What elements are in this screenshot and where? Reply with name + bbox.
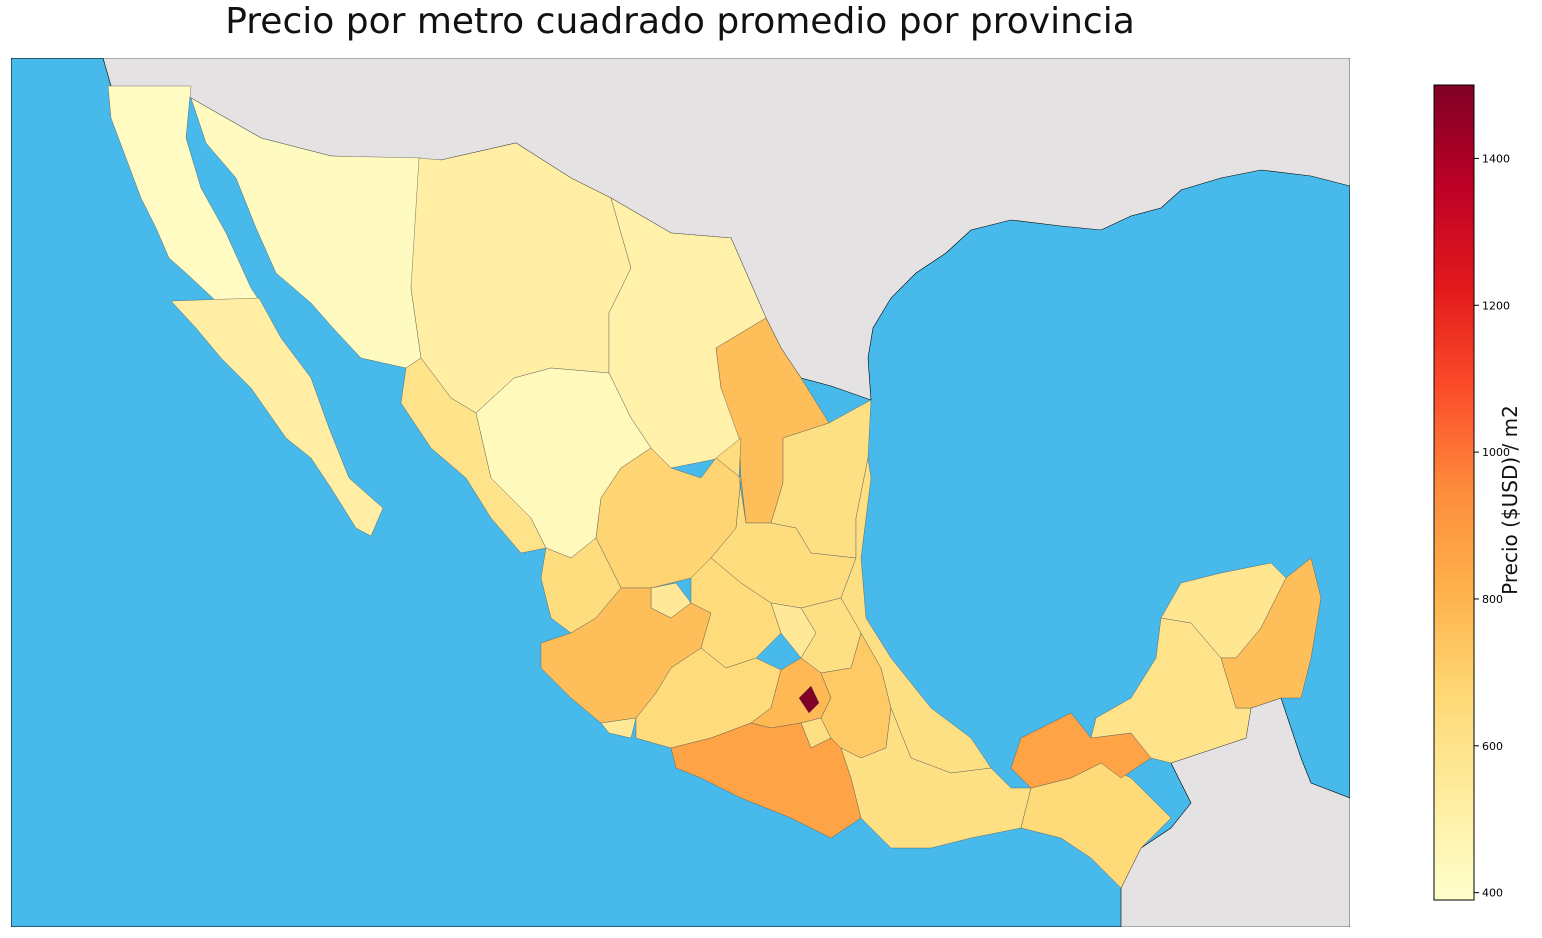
colorbar-tick-label: 1400 <box>1482 152 1510 165</box>
colorbar-tick-label: 600 <box>1482 740 1503 753</box>
colorbar-ticks: 400 600 800 1000 1200 1400 <box>1474 152 1510 900</box>
colorbar-tick-label: 800 <box>1482 593 1503 606</box>
map-title: Precio por metro cuadrado promedio por p… <box>225 1 1135 42</box>
colorbar-tick-label: 1000 <box>1482 446 1510 459</box>
state-tabasco <box>1010 712 1152 789</box>
colorbar: 400 600 800 1000 1200 1400 <box>1433 84 1510 901</box>
state-colima <box>600 717 637 739</box>
state-oaxaca <box>840 707 1032 849</box>
colorbar-gradient <box>1433 84 1475 901</box>
colorbar-tick-label: 400 <box>1482 887 1503 900</box>
state-quintana-roo <box>1220 557 1322 709</box>
colorbar-tick-label: 1200 <box>1482 299 1510 312</box>
state-baja-california-sur <box>170 297 384 537</box>
states-layer <box>107 85 1322 889</box>
state-sonora <box>190 97 422 369</box>
land-guatemala-belize <box>1120 697 1350 927</box>
choropleth-map <box>11 58 1350 927</box>
state-ciudad-de-mexico <box>798 685 820 714</box>
colorbar-label: Precio ($USD) / m2 <box>1498 405 1522 595</box>
